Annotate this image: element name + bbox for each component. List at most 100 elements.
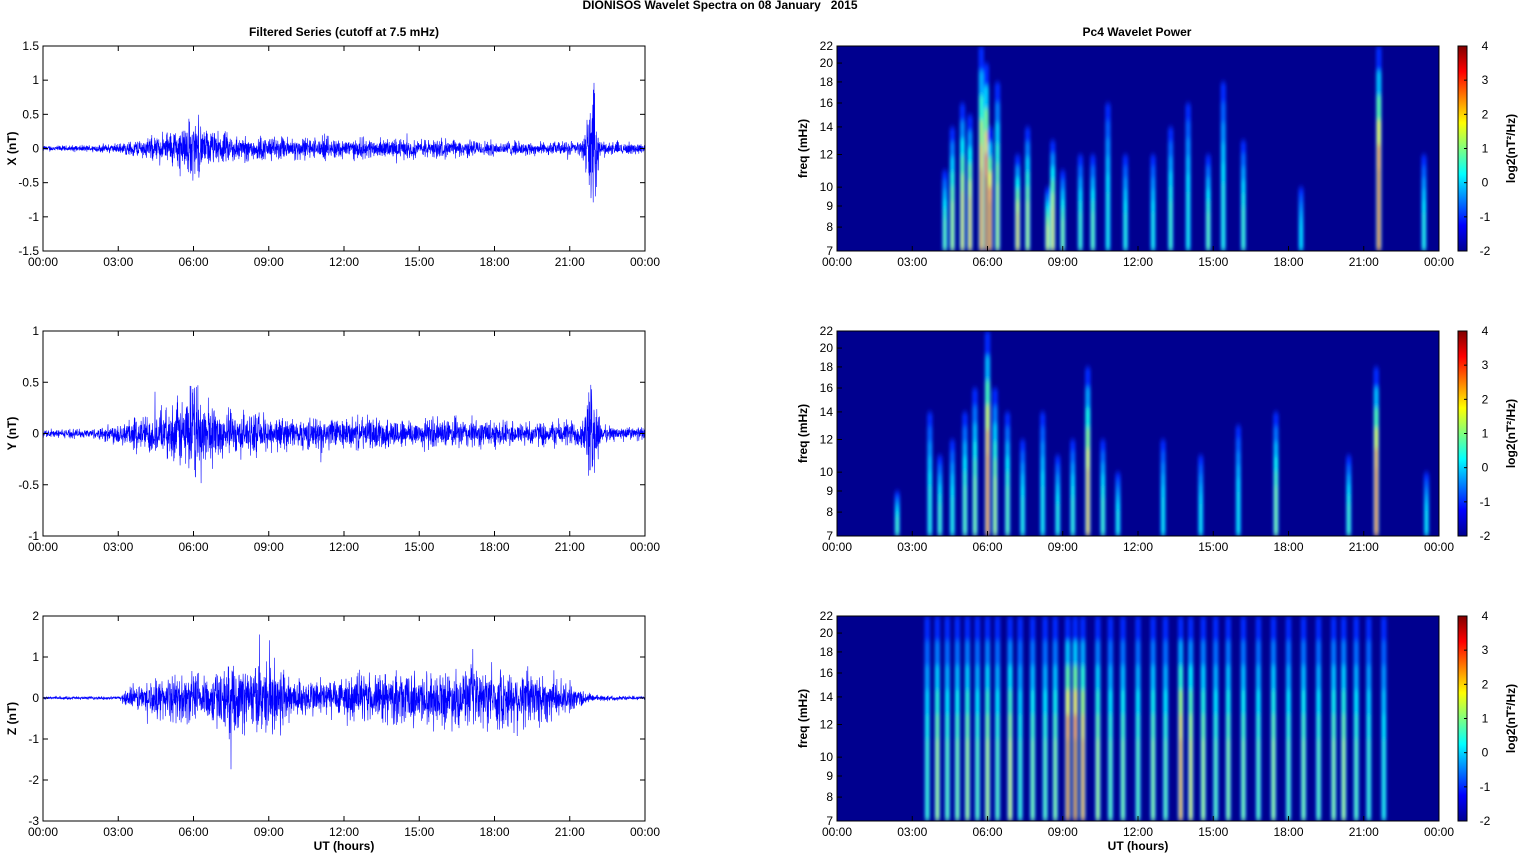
x-tick-label: 15:00 [1198,825,1228,839]
power-burst [936,739,938,821]
y-tick-label: -2 [28,773,39,787]
x-tick-label: 03:00 [103,540,133,554]
power-burst [1162,497,1164,536]
y-tick-label: -1.5 [18,244,39,258]
colorbar-label: log2(nT²/Hz) [1504,399,1518,468]
y-tick-label: -0.5 [18,176,39,190]
power-burst [1202,739,1204,821]
y-tick-label: 0 [32,691,39,705]
power-burst [1109,739,1112,821]
y-tick-label: 20 [820,626,834,640]
x-tick-label: 15:00 [404,825,434,839]
y-tick-label: 1 [32,650,39,664]
power-burst [1097,739,1099,821]
x-tick-label: 00:00 [1424,255,1454,269]
power-burst [1057,503,1059,536]
y-tick-label: 22 [820,609,834,623]
colorbar-tick-label: -1 [1480,780,1491,794]
colorbar-tick-label: 4 [1482,609,1489,623]
power-burst [1092,212,1094,251]
x-tick-label: 00:00 [630,825,660,839]
y-tick-label: 16 [820,666,834,680]
x-tick-label: 21:00 [1349,255,1379,269]
spectrum-panel-2: 00:00 03:00 06:00 09:00 12:00 15:00 18:00 21:00… [796,324,1518,554]
power-burst [1087,468,1089,536]
x-tick-label: 09:00 [1048,825,1078,839]
timeseries-panel-3: 00:00 03:00 06:00 09:00 12:00 15:00 18:00 21:00… [5,609,660,853]
power-burst [1180,739,1182,821]
colorbar-tick-label: 2 [1482,107,1489,121]
x-tick-label: 00:00 [28,540,58,554]
y-tick-label: 9 [826,484,833,498]
x-tick-label: 03:00 [103,255,133,269]
x-tick-label: 03:00 [103,825,133,839]
x-axis-label: UT (hours) [314,839,375,853]
y-tick-label: 20 [820,341,834,355]
power-burst [929,486,931,536]
power-burst [1383,739,1385,821]
y-axis-label: freq (mHz) [796,404,810,463]
y-tick-label: 18 [820,75,834,89]
power-burst [1052,206,1054,251]
power-burst [1079,212,1081,251]
x-tick-label: 00:00 [28,255,58,269]
x-tick-label: 00:00 [822,255,852,269]
power-burst [1200,503,1202,536]
power-burst [1348,503,1350,536]
colorbar-tick-label: -2 [1480,244,1491,258]
power-burst [1107,191,1109,251]
power-burst [966,739,969,821]
y-tick-label: 18 [820,645,834,659]
power-burst [1019,739,1021,821]
power-burst [1137,739,1139,821]
y-tick-label: 14 [820,690,834,704]
x-tick-label: 12:00 [1123,540,1153,554]
power-burst [1333,739,1335,821]
colorbar-tick-label: 2 [1482,392,1489,406]
x-axis-label: UT (hours) [1108,839,1169,853]
y-tick-label: 22 [820,39,834,53]
x-tick-label: 18:00 [479,255,509,269]
y-tick-label: 7 [826,814,833,828]
colorbar-tick-label: -2 [1480,814,1491,828]
power-burst [956,739,959,821]
y-tick-label: -1 [28,210,39,224]
power-burst [939,503,941,536]
y-tick-label: -1 [28,529,39,543]
y-tick-label: -3 [28,814,39,828]
colorbar-label: log2(nT²/Hz) [1504,114,1518,183]
y-tick-label: 16 [820,96,834,110]
timeseries-panel-1: 00:00 03:00 06:00 09:00 12:00 15:00 18:00 21:00… [5,39,660,269]
power-burst [1242,206,1244,251]
colorbar-tick-label: 1 [1482,427,1489,441]
colorbar-label: log2(nT²/Hz) [1504,684,1518,753]
power-burst [1072,497,1074,536]
power-burst [1047,225,1049,251]
y-tick-label: 7 [826,529,833,543]
x-tick-label: 09:00 [254,825,284,839]
y-tick-label: 12 [820,148,834,162]
x-tick-label: 18:00 [1273,255,1303,269]
power-burst [1222,183,1224,251]
power-burst [944,218,946,251]
power-burst [1272,739,1275,821]
y-tick-label: 12 [820,433,834,447]
y-tick-label: 0 [32,427,39,441]
y-axis-label: Y (nT) [5,417,19,451]
power-burst [1355,739,1357,821]
x-tick-label: 15:00 [404,255,434,269]
power-burst [1165,739,1167,821]
y-tick-label: 18 [820,360,834,374]
x-tick-label: 06:00 [178,540,208,554]
power-burst [964,486,966,536]
x-tick-label: 09:00 [254,540,284,554]
y-tick-label: 1 [32,73,39,87]
x-tick-label: 21:00 [555,825,585,839]
x-tick-label: 06:00 [972,825,1002,839]
colorbar-tick-label: 3 [1482,643,1489,657]
colorbar-tick-label: 4 [1482,39,1489,53]
power-burst [951,497,954,536]
spectrum-panel-1: 00:00 03:00 06:00 09:00 12:00 15:00 18:00 21:00… [796,39,1518,269]
power-burst [969,196,971,251]
x-tick-label: 18:00 [479,540,509,554]
